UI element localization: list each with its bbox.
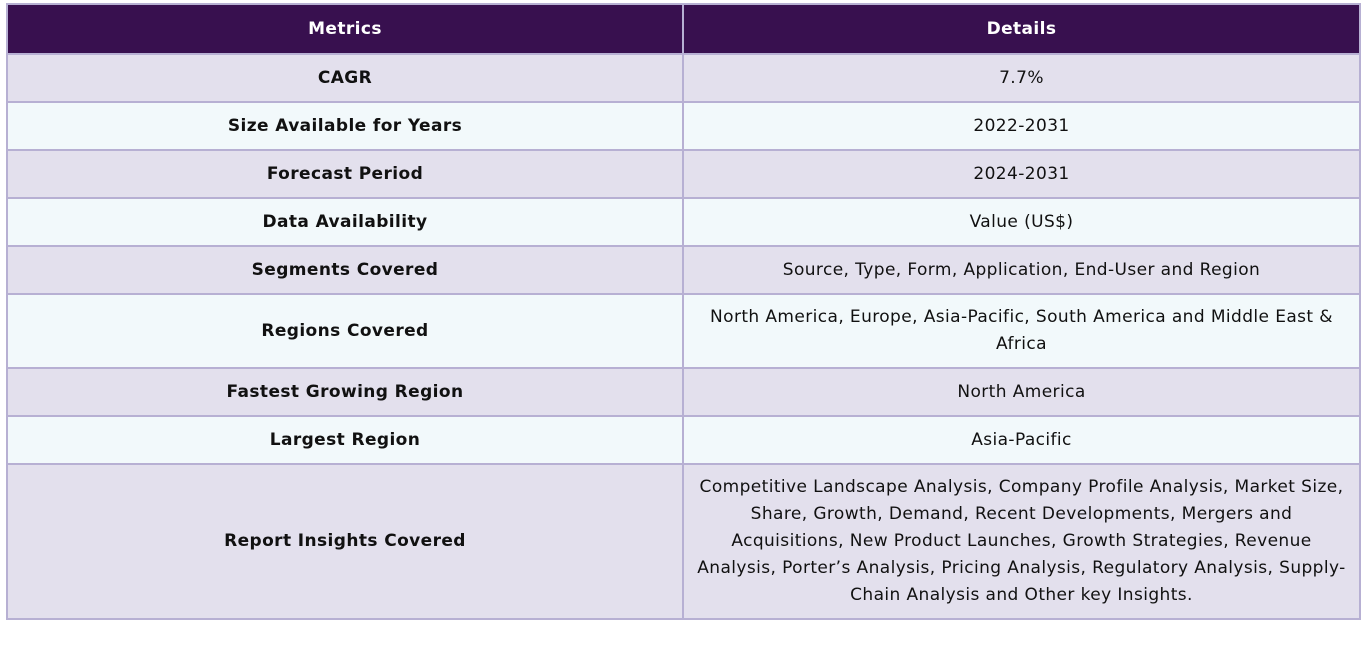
detail-cell: North America [682, 367, 1361, 417]
table-row: Segments Covered Source, Type, Form, App… [6, 245, 1361, 295]
detail-cell: Competitive Landscape Analysis, Company … [682, 463, 1361, 620]
detail-cell: 2022-2031 [682, 101, 1361, 151]
metrics-table-container: Metrics Details CAGR 7.7% Size Available… [6, 3, 1361, 620]
table-header: Metrics Details [6, 3, 1361, 55]
metric-cell: CAGR [6, 53, 684, 103]
metric-cell: Regions Covered [6, 293, 684, 369]
metric-cell: Segments Covered [6, 245, 684, 295]
table-body: CAGR 7.7% Size Available for Years 2022-… [6, 53, 1361, 620]
table-row: Forecast Period 2024-2031 [6, 149, 1361, 199]
table-row: Largest Region Asia-Pacific [6, 415, 1361, 465]
table-row: Regions Covered North America, Europe, A… [6, 293, 1361, 369]
header-row: Metrics Details [6, 3, 1361, 55]
table-row: CAGR 7.7% [6, 53, 1361, 103]
metric-cell: Data Availability [6, 197, 684, 247]
header-metrics: Metrics [6, 3, 684, 55]
metric-cell: Report Insights Covered [6, 463, 684, 620]
metric-cell: Size Available for Years [6, 101, 684, 151]
detail-cell: Source, Type, Form, Application, End-Use… [682, 245, 1361, 295]
metrics-table: Metrics Details CAGR 7.7% Size Available… [6, 3, 1361, 620]
detail-cell: 2024-2031 [682, 149, 1361, 199]
detail-cell: 7.7% [682, 53, 1361, 103]
header-details: Details [682, 3, 1361, 55]
metric-cell: Fastest Growing Region [6, 367, 684, 417]
table-row: Fastest Growing Region North America [6, 367, 1361, 417]
metric-cell: Forecast Period [6, 149, 684, 199]
metric-cell: Largest Region [6, 415, 684, 465]
table-row: Data Availability Value (US$) [6, 197, 1361, 247]
table-row: Size Available for Years 2022-2031 [6, 101, 1361, 151]
detail-cell: Asia-Pacific [682, 415, 1361, 465]
detail-cell: North America, Europe, Asia-Pacific, Sou… [682, 293, 1361, 369]
detail-cell: Value (US$) [682, 197, 1361, 247]
table-row: Report Insights Covered Competitive Land… [6, 463, 1361, 620]
